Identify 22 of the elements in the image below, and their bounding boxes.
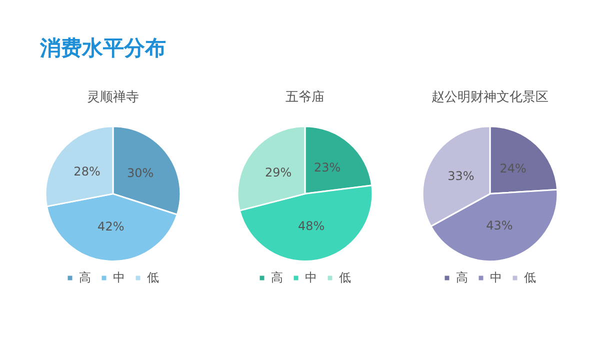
legend-label: 中: [490, 270, 502, 284]
legend-label: 高: [79, 270, 91, 284]
data-label: 24%: [500, 161, 526, 176]
data-label: 43%: [486, 218, 513, 232]
data-label: 33%: [448, 168, 474, 183]
chart-title: 赵公明财神文化景区: [432, 90, 548, 106]
legend-label: 中: [113, 270, 125, 284]
data-label: 42%: [98, 220, 124, 234]
data-label: 29%: [265, 165, 292, 180]
data-label: 28%: [74, 164, 100, 178]
text: 消费水平分布: [40, 35, 166, 62]
legend-label: 高: [456, 270, 468, 284]
legend-label: 低: [524, 270, 536, 284]
legend-label: 低: [339, 270, 351, 284]
data-label: 48%: [298, 219, 325, 234]
data-label: 23%: [314, 160, 341, 175]
chart-title: 灵顺禅寺: [87, 90, 139, 106]
legend-label: 低: [147, 270, 159, 284]
data-label: 30%: [126, 166, 154, 180]
legend-label: 中: [305, 270, 317, 284]
chart-title: 五爷庙: [286, 90, 324, 106]
legend-label: 高: [271, 270, 283, 284]
